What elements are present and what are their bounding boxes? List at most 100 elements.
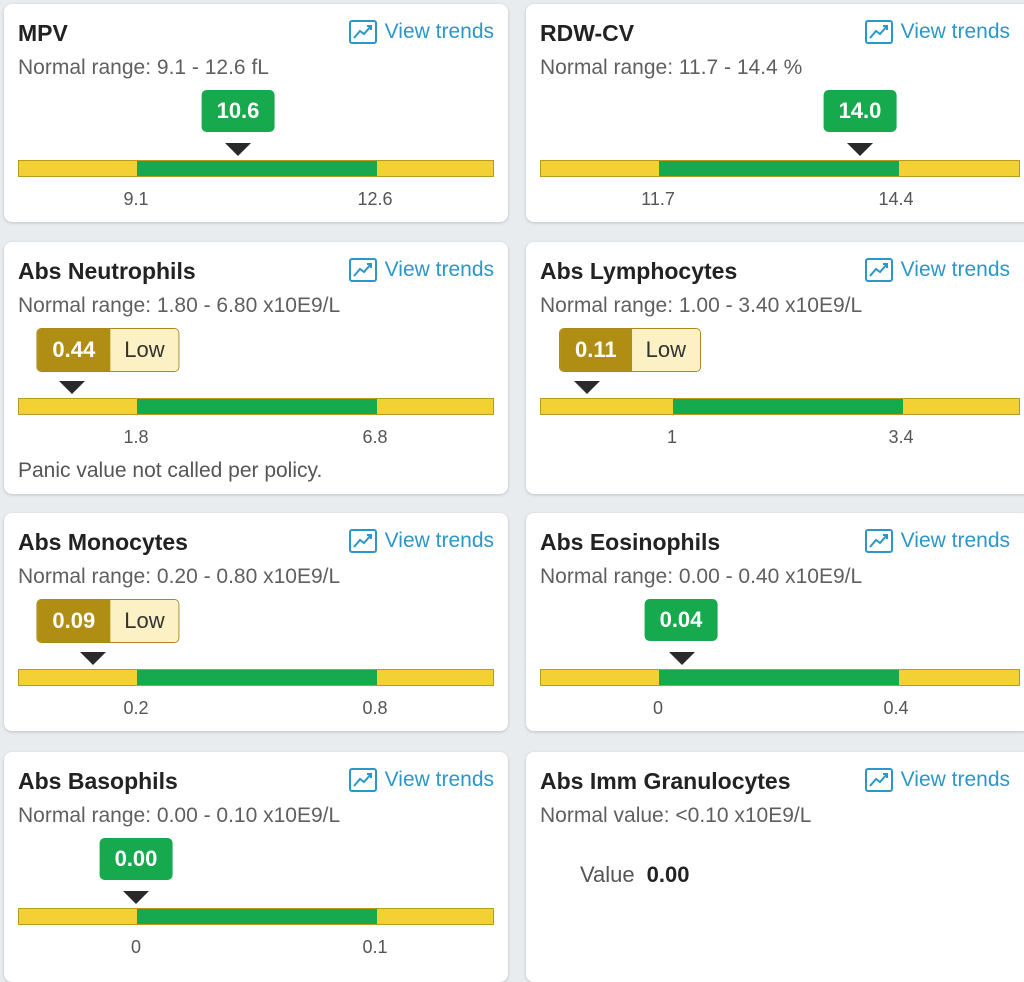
range-low-tick: 9.1 [123, 189, 149, 209]
normal-value: Normal value: <0.10 x10E9/L [540, 804, 812, 827]
view-trends-link[interactable]: View trends [864, 258, 1010, 282]
value-badge: 0.00 [99, 838, 173, 880]
normal-range: Normal range: 1.00 - 3.40 x10E9/L [540, 294, 863, 317]
value-label: Value [580, 862, 635, 887]
range-high-tick: 0.4 [883, 698, 909, 718]
result-card-abs-monocytes: Abs Monocytes View trends Normal range: … [4, 513, 508, 731]
range-bar [540, 669, 1020, 686]
trend-chart-icon [348, 258, 377, 282]
view-trends-label: View trends [900, 20, 1010, 43]
low-flag: Low [631, 329, 700, 371]
result-card-abs-imm-granulocytes: Abs Imm Granulocytes View trends Normal … [526, 752, 1024, 982]
value-marker [59, 381, 85, 394]
range-bar-low-zone [541, 161, 659, 176]
range-low-tick: 11.7 [641, 189, 675, 209]
view-trends-link[interactable]: View trends [348, 20, 494, 44]
range-bar-normal-zone [659, 670, 899, 685]
range-low-tick: 1 [666, 427, 678, 447]
range-bar [18, 160, 494, 177]
view-trends-link[interactable]: View trends [348, 258, 494, 282]
value-marker [123, 891, 149, 904]
range-bar-high-zone [377, 670, 493, 685]
view-trends-link[interactable]: View trends [864, 20, 1010, 44]
result-value: 0.04 [659, 607, 703, 632]
range-bar-low-zone [19, 399, 137, 414]
value-marker [669, 652, 695, 665]
normal-range: Normal range: 1.80 - 6.80 x10E9/L [18, 294, 341, 317]
range-bar-normal-zone [137, 670, 377, 685]
range-bar-normal-zone [137, 909, 377, 924]
result-card-abs-eosinophils: Abs Eosinophils View trends Normal range… [526, 513, 1024, 731]
range-high-tick: 6.8 [362, 427, 388, 447]
value-badge: 0.04 [644, 599, 718, 641]
normal-range: Normal range: 0.00 - 0.40 x10E9/L [540, 565, 863, 588]
range-bar-high-zone [903, 399, 1019, 414]
value-badge: 10.6 [201, 90, 275, 132]
trend-chart-icon [348, 529, 377, 553]
result-value: 0.09 [37, 600, 111, 642]
view-trends-link[interactable]: View trends [864, 768, 1010, 792]
result-value: 0.44 [37, 329, 111, 371]
range-bar-low-zone [541, 670, 659, 685]
view-trends-link[interactable]: View trends [348, 529, 494, 553]
result-card-mpv: MPV View trends Normal range: 9.1 - 12.6… [4, 4, 508, 222]
result-card-abs-lymphocytes: Abs Lymphocytes View trends Normal range… [526, 242, 1024, 494]
range-bar-high-zone [377, 161, 493, 176]
range-low-tick: 1.8 [123, 427, 149, 447]
range-high-tick: 12.6 [357, 189, 393, 209]
view-trends-label: View trends [900, 258, 1010, 281]
range-bar-high-zone [377, 399, 493, 414]
range-bar [18, 908, 494, 925]
trend-chart-icon [864, 768, 893, 792]
view-trends-label: View trends [384, 768, 494, 791]
normal-range: Normal range: 9.1 - 12.6 fL [18, 56, 269, 79]
value-marker [847, 143, 873, 156]
range-bar-low-zone [541, 399, 673, 414]
range-bar-high-zone [899, 161, 1019, 176]
value-row: Value 0.00 [580, 862, 689, 888]
view-trends-label: View trends [384, 529, 494, 552]
trend-chart-icon [348, 768, 377, 792]
range-bar-normal-zone [137, 161, 377, 176]
result-value: 0.11 [560, 329, 632, 371]
card-title: Abs Monocytes [18, 529, 188, 555]
value-badge: 14.0 [823, 90, 897, 132]
result-card-abs-neutrophils: Abs Neutrophils View trends Normal range… [4, 242, 508, 494]
range-bar-normal-zone [659, 161, 899, 176]
view-trends-label: View trends [900, 529, 1010, 552]
card-title: Abs Eosinophils [540, 529, 721, 555]
value-badge: 0.09 Low [36, 599, 180, 643]
range-bar-low-zone [19, 670, 137, 685]
result-card-abs-basophils: Abs Basophils View trends Normal range: … [4, 752, 508, 982]
range-high-tick: 14.4 [878, 189, 914, 209]
result-value: 0.00 [114, 846, 158, 871]
range-bar [18, 398, 494, 415]
normal-range: Normal range: 11.7 - 14.4 % [540, 56, 803, 79]
value-badge: 0.44 Low [36, 328, 180, 372]
range-bar [540, 160, 1020, 177]
trend-chart-icon [864, 20, 893, 44]
view-trends-label: View trends [384, 20, 494, 43]
trend-chart-icon [864, 258, 893, 282]
view-trends-link[interactable]: View trends [864, 529, 1010, 553]
panic-note: Panic value not called per policy. [18, 459, 323, 482]
result-value: 10.6 [216, 98, 260, 123]
range-bar-high-zone [377, 909, 493, 924]
value-marker [574, 381, 600, 394]
range-bar-normal-zone [137, 399, 377, 414]
range-high-tick: 0.1 [362, 937, 388, 957]
range-low-tick: 0 [130, 937, 142, 957]
view-trends-link[interactable]: View trends [348, 768, 494, 792]
card-title: Abs Imm Granulocytes [540, 768, 791, 794]
card-title: MPV [18, 20, 68, 46]
card-title: Abs Neutrophils [18, 258, 196, 284]
range-high-tick: 3.4 [888, 427, 914, 447]
trend-chart-icon [864, 529, 893, 553]
range-low-tick: 0.2 [123, 698, 149, 718]
view-trends-label: View trends [384, 258, 494, 281]
range-bar [540, 398, 1020, 415]
value-marker [80, 652, 106, 665]
result-card-rdw-cv: RDW-CV View trends Normal range: 11.7 - … [526, 4, 1024, 222]
range-bar-high-zone [899, 670, 1019, 685]
low-flag: Low [110, 600, 179, 642]
